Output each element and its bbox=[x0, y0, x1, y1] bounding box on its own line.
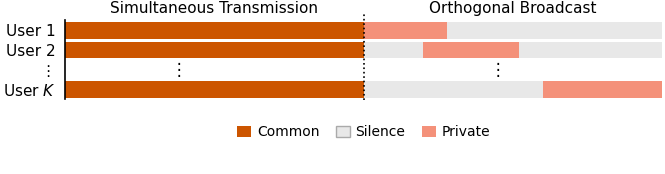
Bar bbox=[65, 81, 662, 98]
Bar bbox=[543, 81, 662, 98]
Bar bbox=[65, 81, 364, 98]
Bar bbox=[65, 22, 662, 39]
Text: ⋮: ⋮ bbox=[170, 61, 187, 79]
Text: ⋮: ⋮ bbox=[489, 61, 506, 79]
Text: Simultaneous Transmission: Simultaneous Transmission bbox=[110, 1, 319, 16]
Legend: Common, Silence, Private: Common, Silence, Private bbox=[232, 120, 495, 145]
Bar bbox=[424, 42, 519, 58]
Text: Orthogonal Broadcast: Orthogonal Broadcast bbox=[429, 1, 597, 16]
Bar bbox=[364, 22, 448, 39]
Bar bbox=[65, 42, 662, 58]
Bar bbox=[65, 42, 364, 58]
Bar bbox=[65, 22, 364, 39]
